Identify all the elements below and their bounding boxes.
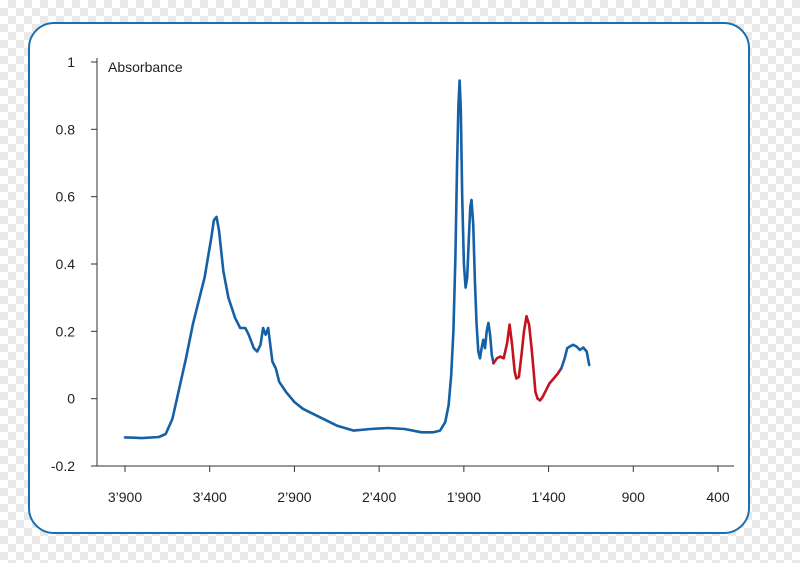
x-tick-label: 3’900 <box>108 489 142 505</box>
tick-labels: -0.2 0 0.2 0.4 0.6 0.8 1 3’900 3’400 2’900 2’400 1’… <box>51 54 730 505</box>
chart-card <box>28 22 750 534</box>
y-tick-label: 0.6 <box>56 189 76 205</box>
y-tick-label: 0.4 <box>56 256 76 272</box>
series-line-1 <box>123 79 495 440</box>
series-lines <box>123 79 591 440</box>
x-tick-label: 400 <box>706 489 730 505</box>
y-axis-label: Absorbance <box>108 59 183 75</box>
y-tick-label: 0.2 <box>56 323 76 339</box>
y-tick-label: 0 <box>67 391 75 407</box>
x-tick-label: 3’400 <box>193 489 227 505</box>
y-tick-label: -0.2 <box>51 458 75 474</box>
y-tick-label: 1 <box>67 54 75 70</box>
x-tick-label: 1’900 <box>447 489 481 505</box>
series-line-3 <box>560 343 591 370</box>
y-tick-label: 0.8 <box>56 121 76 137</box>
x-tick-label: 900 <box>622 489 646 505</box>
axes <box>91 58 734 472</box>
x-tick-label: 2’400 <box>362 489 396 505</box>
series-line-2 <box>492 314 563 402</box>
x-tick-label: 1’400 <box>531 489 565 505</box>
x-tick-label: 2’900 <box>277 489 311 505</box>
